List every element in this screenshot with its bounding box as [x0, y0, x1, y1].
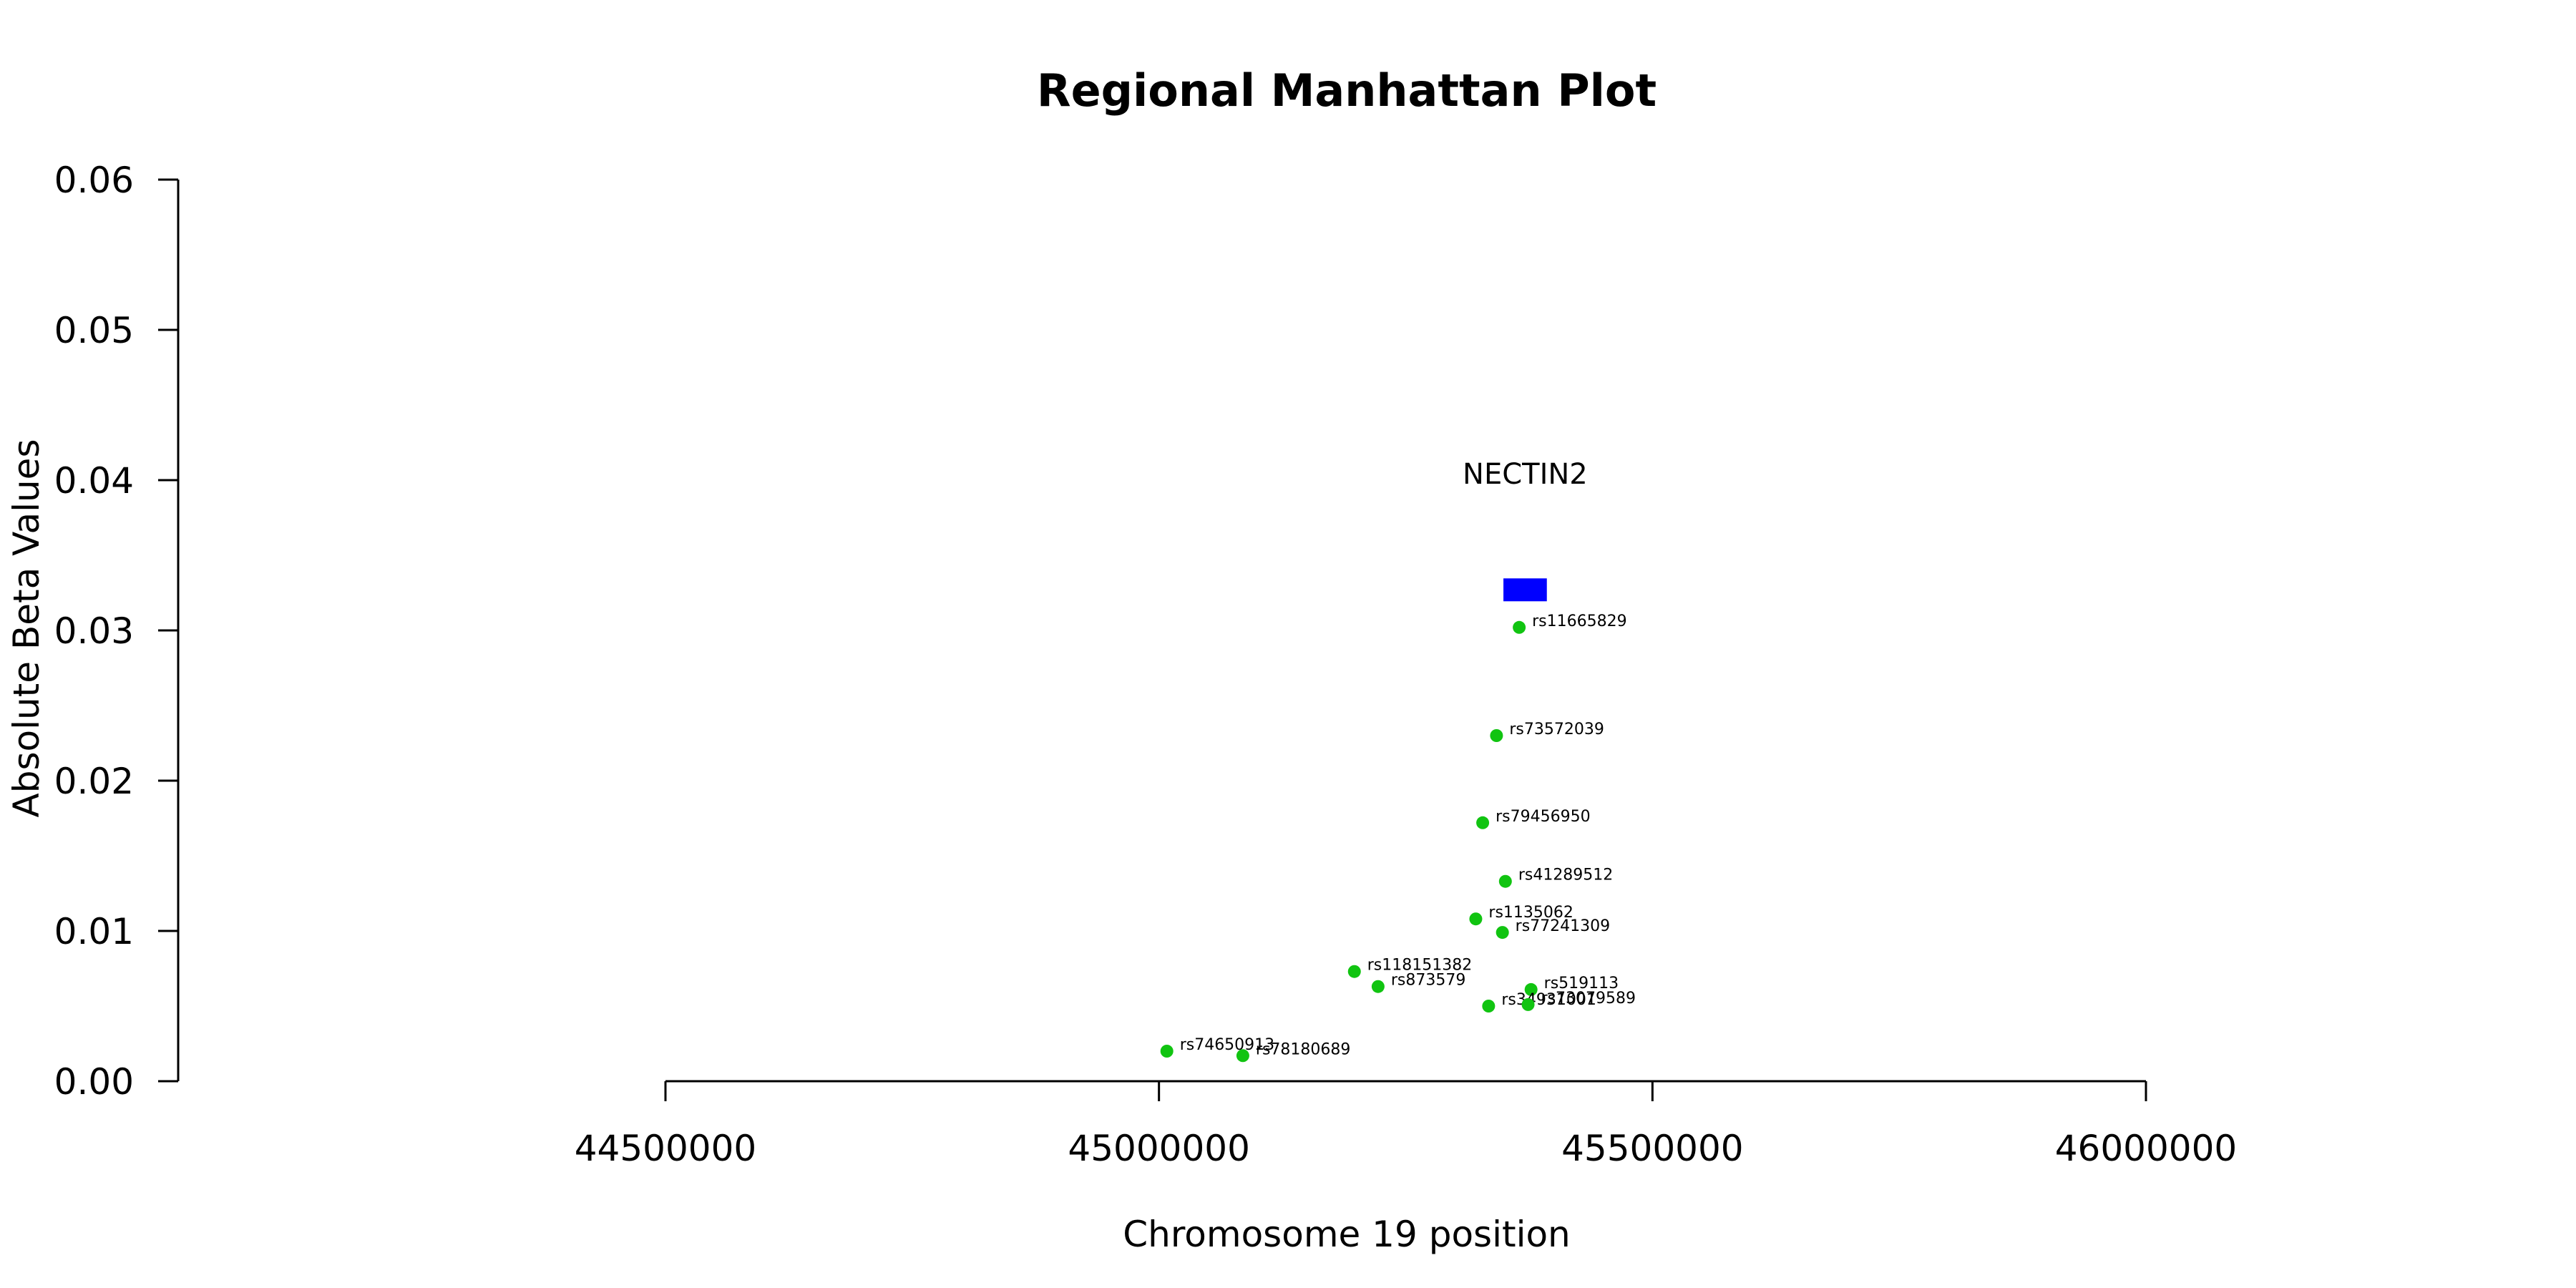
snp-label: rs34931001: [1501, 991, 1596, 1009]
snp-label: rs519113: [1544, 975, 1619, 992]
y-tick-label: 0.04: [54, 460, 134, 502]
gene-box: [1503, 578, 1547, 602]
snp-label: rs74650913: [1180, 1036, 1274, 1054]
snp-label: rs79456950: [1496, 808, 1590, 826]
snp-label: rs118151382: [1367, 957, 1472, 975]
snp-point: [1476, 816, 1490, 829]
snp-point: [1524, 982, 1538, 996]
snp-label: rs73079589: [1541, 990, 1636, 1008]
y-tick-label: 0.02: [54, 761, 134, 802]
snp-label: rs73572039: [1509, 721, 1604, 738]
x-tick-label: 45500000: [1561, 1128, 1744, 1169]
snp-label: rs873579: [1391, 972, 1466, 990]
snp-label: rs11665829: [1532, 613, 1626, 630]
x-tick-label: 46000000: [2055, 1128, 2238, 1169]
snp-point: [1160, 1045, 1174, 1058]
snp-point: [1490, 729, 1503, 742]
y-tick-label: 0.06: [54, 160, 134, 201]
gene-label: NECTIN2: [1463, 458, 1588, 491]
snp-point: [1513, 620, 1526, 634]
snp-point: [1498, 874, 1512, 888]
snp-point: [1496, 926, 1509, 940]
snp-points: rs11665829 rs73572039 rs79456950 rs41289512…: [1160, 613, 1636, 1063]
snp-label: rs1135062: [1488, 904, 1574, 922]
gene-track: NECTIN2: [1463, 458, 1588, 602]
chart-title: Regional Manhattan Plot: [1037, 64, 1657, 117]
snp-label: rs41289512: [1518, 867, 1613, 884]
x-axis-label: Chromosome 19 position: [1123, 1214, 1571, 1255]
y-axis-label: Absolute Beta Values: [6, 439, 47, 818]
snp-label: rs78180689: [1256, 1040, 1350, 1058]
y-tick-label: 0.00: [54, 1061, 134, 1103]
x-axis: 44500000 45000000 45500000 46000000: [575, 1080, 2238, 1169]
y-tick-label: 0.05: [54, 310, 134, 351]
snp-point: [1371, 980, 1385, 993]
x-tick-label: 45000000: [1068, 1128, 1250, 1169]
snp-point: [1521, 997, 1535, 1011]
snp-point: [1236, 1049, 1249, 1063]
snp-point: [1482, 1000, 1496, 1013]
snp-point: [1469, 912, 1483, 926]
x-tick-label: 44500000: [575, 1128, 757, 1169]
snp-label: rs77241309: [1516, 917, 1610, 935]
y-tick-label: 0.01: [54, 911, 134, 952]
snp-point: [1347, 965, 1361, 978]
y-tick-label: 0.03: [54, 610, 134, 652]
y-axis: 0.00 0.01 0.02 0.03 0.04 0.05 0.06: [54, 160, 180, 1103]
